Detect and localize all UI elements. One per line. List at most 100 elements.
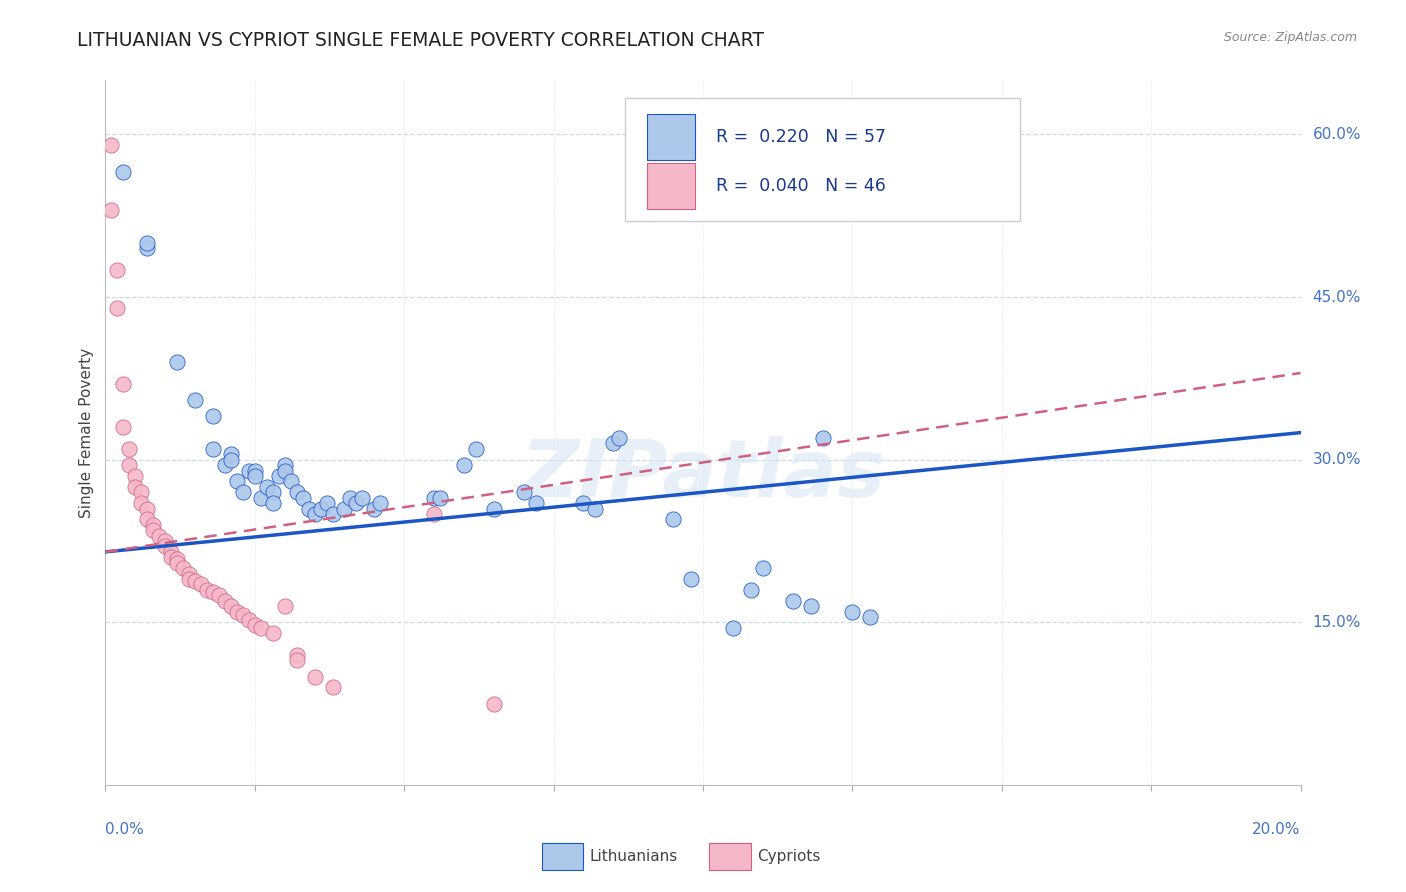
Point [195,582,218,597]
Point [136,241,159,255]
Point [309,501,332,516]
Point [184,393,207,408]
Point [304,507,326,521]
Text: 20.0%: 20.0% [1253,822,1301,837]
Point [166,556,188,570]
Text: 0.0%: 0.0% [105,822,145,837]
Point [585,501,607,516]
Point [262,485,284,500]
Point [250,621,273,635]
FancyBboxPatch shape [647,163,695,209]
Point [177,572,201,586]
Point [208,588,231,602]
Point [136,501,159,516]
Point [112,165,135,179]
Text: Cypriots: Cypriots [756,848,820,863]
Point [524,496,547,510]
Point [136,512,159,526]
Text: LITHUANIAN VS CYPRIOT SINGLE FEMALE POVERTY CORRELATION CHART: LITHUANIAN VS CYPRIOT SINGLE FEMALE POVE… [77,31,765,50]
Text: 45.0%: 45.0% [1313,290,1361,304]
Point [482,501,505,516]
Point [160,545,183,559]
FancyBboxPatch shape [709,843,751,870]
Point [142,517,165,532]
Point [219,599,242,613]
Point [681,572,703,586]
Point [315,496,337,510]
Point [100,138,122,153]
Point [352,491,374,505]
Point [280,475,302,489]
Point [333,501,356,516]
Point [423,491,446,505]
Point [243,469,266,483]
Point [177,566,201,581]
Point [346,496,368,510]
Point [184,574,207,589]
Point [124,480,146,494]
Point [841,605,863,619]
Text: 30.0%: 30.0% [1313,452,1361,467]
Point [721,621,744,635]
Point [256,480,278,494]
Point [285,485,308,500]
Point [142,523,165,537]
Point [219,447,242,461]
Point [250,491,273,505]
Point [107,301,129,315]
Point [662,512,685,526]
Point [214,458,236,472]
Point [136,235,159,250]
Point [232,485,254,500]
Point [321,681,344,695]
Point [607,431,630,445]
Point [811,431,834,445]
Point [172,561,194,575]
Point [482,697,505,711]
Point [118,442,141,456]
Y-axis label: Single Female Poverty: Single Female Poverty [79,348,94,517]
Point [148,528,170,542]
Point [423,507,446,521]
Point [202,409,225,424]
FancyBboxPatch shape [541,843,583,870]
Point [118,458,141,472]
Text: 60.0%: 60.0% [1313,127,1361,142]
FancyBboxPatch shape [647,114,695,160]
Point [321,507,344,521]
Point [160,550,183,565]
FancyBboxPatch shape [626,98,1019,221]
Point [273,464,295,478]
Point [751,561,773,575]
Point [368,496,391,510]
Text: Source: ZipAtlas.com: Source: ZipAtlas.com [1223,31,1357,45]
Point [155,540,177,554]
Point [464,442,488,456]
Point [273,458,295,472]
Point [190,577,212,591]
Point [453,458,475,472]
Point [112,376,135,391]
Text: 15.0%: 15.0% [1313,615,1361,630]
Point [155,534,177,549]
Point [572,496,595,510]
Point [782,593,804,607]
Point [273,599,295,613]
Point [238,464,260,478]
Point [129,485,153,500]
Point [429,491,451,505]
Text: R =  0.040   N = 46: R = 0.040 N = 46 [716,177,886,195]
Point [513,485,536,500]
Point [202,442,225,456]
Point [799,599,821,613]
Point [363,501,385,516]
Point [238,613,260,627]
Point [740,582,762,597]
Point [602,436,624,450]
Point [166,552,188,566]
Point [243,464,266,478]
Point [262,496,284,510]
Point [166,355,188,369]
Text: Lithuanians: Lithuanians [589,848,678,863]
Text: R =  0.220   N = 57: R = 0.220 N = 57 [716,128,886,145]
